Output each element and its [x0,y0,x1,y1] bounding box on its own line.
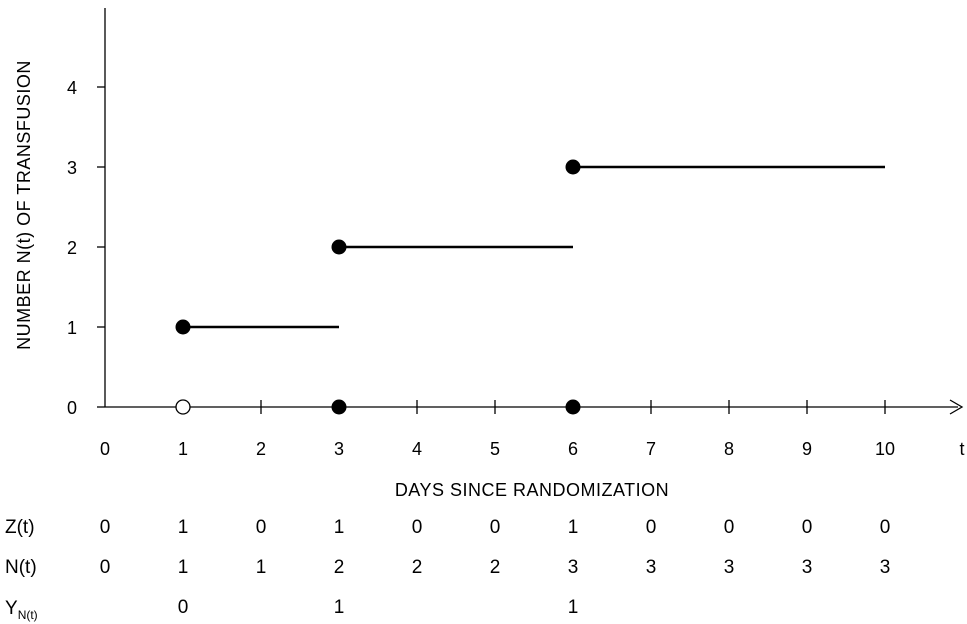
n-value-4: 2 [412,557,423,578]
x-tick-label-9: 9 [802,439,812,459]
z-row-values: 0 1 0 1 0 0 1 0 0 0 0 [100,517,891,538]
y-row-label-sub: N(t) [18,608,38,622]
y-value-6: 1 [568,597,579,618]
n-value-1: 1 [178,557,189,578]
y-tick-label-0: 0 [67,398,77,418]
x-tick-label-7: 7 [646,439,656,459]
z-value-6: 1 [568,517,579,538]
y-tick-label-2: 2 [67,238,77,258]
z-value-8: 0 [724,517,735,538]
n-row-values: 0 1 1 2 2 2 3 3 3 3 3 [100,557,891,578]
x-tick-label-8: 8 [724,439,734,459]
step-segments [183,165,885,329]
x-tick-label-1: 1 [178,439,188,459]
x-tick-label-2: 2 [256,439,266,459]
z-value-2: 0 [256,517,267,538]
n-value-6: 3 [568,557,579,578]
y-value-1: 0 [178,597,189,618]
n-value-5: 2 [490,557,501,578]
axes [104,8,964,415]
z-row-label: Z(t) [5,517,35,538]
n-value-7: 3 [646,557,657,578]
z-value-10: 0 [880,517,891,538]
data-points [175,159,581,415]
z-value-9: 0 [802,517,813,538]
filled-point-x6-y0 [565,399,581,415]
y-row-values: 0 1 1 [178,597,579,618]
y-tick-label-1: 1 [67,318,77,338]
filled-point-x1-y1 [175,319,191,335]
z-value-4: 0 [412,517,423,538]
n-value-10: 3 [880,557,891,578]
filled-point-x3-y2 [331,239,347,255]
z-value-3: 1 [334,517,345,538]
x-axis-end-label: t [959,439,964,459]
x-axis-arrowhead [949,399,964,415]
x-tick-label-4: 4 [412,439,422,459]
y-value-3: 1 [334,597,345,618]
n-value-0: 0 [100,557,111,578]
y-axis-title: NUMBER N(t) OF TRANSFUSION [14,60,34,350]
open-point-x1-y0 [175,399,191,415]
y-tick-label-3: 3 [67,158,77,178]
filled-point-x3-y0 [331,399,347,415]
x-tick-label-5: 5 [490,439,500,459]
n-value-9: 3 [802,557,813,578]
x-ticks: 0 1 2 3 4 5 6 7 8 9 10 [100,400,895,459]
x-tick-label-0: 0 [100,439,110,459]
z-value-0: 0 [100,517,111,538]
y-tick-label-4: 4 [67,78,77,98]
n-value-8: 3 [724,557,735,578]
z-value-1: 1 [178,517,189,538]
n-row-label: N(t) [5,557,37,578]
y-row-label-main: Y [5,598,18,619]
filled-point-x6-y3 [565,159,581,175]
n-value-2: 1 [256,557,267,578]
n-value-3: 2 [334,557,345,578]
x-axis-title: DAYS SINCE RANDOMIZATION [395,480,669,500]
x-tick-label-10: 10 [875,439,895,459]
y-ticks: 0 1 2 3 4 [67,78,105,418]
x-tick-label-6: 6 [568,439,578,459]
z-value-7: 0 [646,517,657,538]
x-tick-label-3: 3 [334,439,344,459]
z-value-5: 0 [490,517,501,538]
y-row-label: YN(t) [5,598,38,622]
